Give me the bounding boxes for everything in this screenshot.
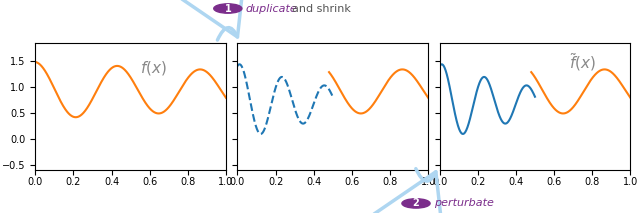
Text: 2: 2 bbox=[413, 199, 419, 208]
Text: $f(x)$: $f(x)$ bbox=[140, 59, 167, 77]
Text: and shrink: and shrink bbox=[292, 4, 351, 13]
Text: duplicate: duplicate bbox=[246, 4, 298, 13]
Circle shape bbox=[402, 199, 430, 208]
Text: $\tilde{f}(x)$: $\tilde{f}(x)$ bbox=[569, 51, 596, 73]
Text: perturbate: perturbate bbox=[434, 199, 494, 208]
Text: 1: 1 bbox=[225, 4, 231, 13]
Circle shape bbox=[214, 4, 242, 13]
FancyArrowPatch shape bbox=[369, 169, 445, 213]
FancyArrowPatch shape bbox=[171, 0, 246, 40]
